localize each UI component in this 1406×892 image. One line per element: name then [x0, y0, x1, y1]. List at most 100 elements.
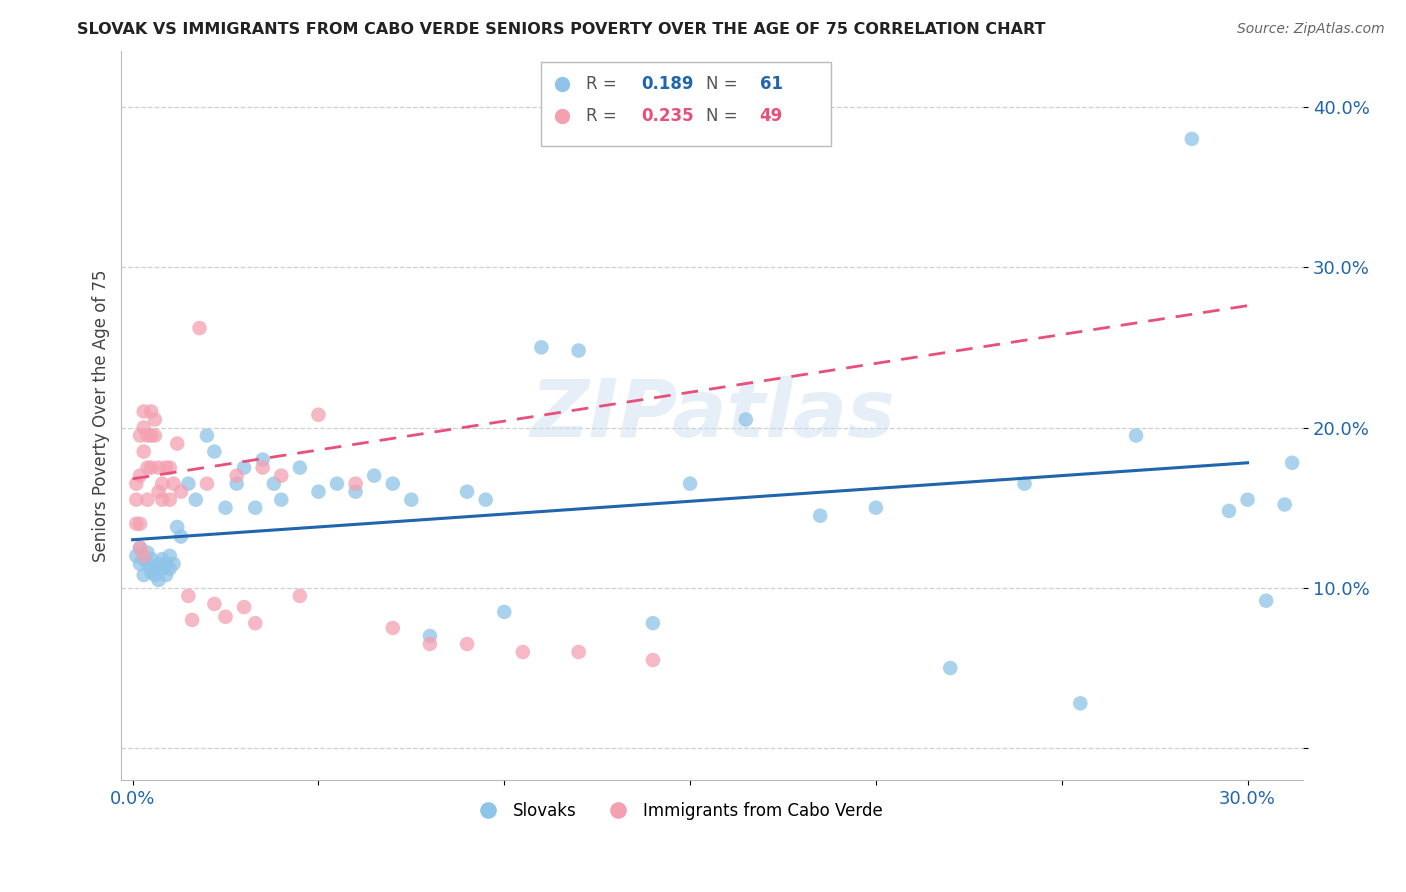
Point — [641, 653, 664, 667]
Point — [141, 404, 163, 418]
Point — [307, 408, 329, 422]
Point — [150, 476, 173, 491]
Point — [202, 597, 225, 611]
Point — [326, 476, 349, 491]
Point — [184, 492, 207, 507]
Point — [125, 516, 148, 531]
Point — [150, 492, 173, 507]
Point — [166, 520, 188, 534]
Point — [252, 460, 274, 475]
Point — [188, 321, 211, 335]
Point — [401, 492, 423, 507]
Point — [141, 428, 163, 442]
Point — [202, 444, 225, 458]
Point — [148, 573, 170, 587]
Point — [270, 468, 292, 483]
Point — [129, 468, 152, 483]
Point — [1236, 492, 1258, 507]
Point — [270, 492, 292, 507]
Point — [381, 621, 404, 635]
Point — [136, 492, 159, 507]
Point — [288, 460, 311, 475]
Point — [1281, 456, 1303, 470]
Text: 0.189: 0.189 — [641, 75, 695, 93]
Point — [143, 561, 166, 575]
Text: 49: 49 — [759, 107, 783, 126]
Point — [512, 645, 534, 659]
Text: Source: ZipAtlas.com: Source: ZipAtlas.com — [1237, 22, 1385, 37]
Point — [530, 340, 553, 354]
Point — [641, 616, 664, 631]
Point — [148, 460, 170, 475]
Point — [456, 484, 478, 499]
Text: R =: R = — [586, 107, 621, 126]
Point — [155, 557, 177, 571]
Point — [195, 428, 218, 442]
Point — [136, 546, 159, 560]
Point — [143, 428, 166, 442]
Text: SLOVAK VS IMMIGRANTS FROM CABO VERDE SENIORS POVERTY OVER THE AGE OF 75 CORRELAT: SLOVAK VS IMMIGRANTS FROM CABO VERDE SEN… — [77, 22, 1046, 37]
Point — [1274, 498, 1296, 512]
Point — [568, 645, 591, 659]
Point — [136, 428, 159, 442]
Point — [148, 484, 170, 499]
Point — [162, 557, 184, 571]
Point — [166, 436, 188, 450]
Point — [474, 492, 496, 507]
Point — [679, 476, 702, 491]
Point — [150, 552, 173, 566]
Point — [1218, 504, 1240, 518]
Point — [155, 568, 177, 582]
Point — [125, 549, 148, 563]
Point — [143, 412, 166, 426]
Point — [568, 343, 591, 358]
Point — [195, 476, 218, 491]
Point — [381, 476, 404, 491]
Point — [344, 484, 367, 499]
Point — [132, 404, 155, 418]
Point — [129, 557, 152, 571]
Point — [177, 476, 200, 491]
Legend: Slovaks, Immigrants from Cabo Verde: Slovaks, Immigrants from Cabo Verde — [464, 796, 890, 827]
Point — [159, 460, 181, 475]
Point — [419, 637, 441, 651]
Point — [225, 468, 247, 483]
Text: 0.235: 0.235 — [641, 107, 695, 126]
Point — [150, 561, 173, 575]
Point — [132, 552, 155, 566]
Point — [125, 476, 148, 491]
Point — [307, 484, 329, 499]
Point — [148, 557, 170, 571]
Point — [225, 476, 247, 491]
Point — [214, 609, 236, 624]
Point — [419, 629, 441, 643]
Text: R =: R = — [586, 75, 621, 93]
Point — [1256, 593, 1278, 607]
Point — [1014, 476, 1036, 491]
Text: 61: 61 — [759, 75, 783, 93]
Point — [132, 444, 155, 458]
Point — [344, 476, 367, 491]
Point — [252, 452, 274, 467]
Point — [1181, 132, 1204, 146]
Point — [170, 484, 193, 499]
Text: N =: N = — [706, 107, 744, 126]
Text: N =: N = — [706, 75, 744, 93]
Point — [939, 661, 962, 675]
Point — [132, 568, 155, 582]
Point — [159, 561, 181, 575]
Point — [865, 500, 887, 515]
Point — [129, 516, 152, 531]
Point — [181, 613, 204, 627]
Point — [233, 600, 256, 615]
Point — [263, 476, 285, 491]
FancyBboxPatch shape — [541, 62, 831, 145]
Point — [129, 541, 152, 555]
Y-axis label: Seniors Poverty Over the Age of 75: Seniors Poverty Over the Age of 75 — [93, 269, 110, 562]
Point — [155, 460, 177, 475]
Point — [214, 500, 236, 515]
Point — [129, 541, 152, 555]
Point — [143, 568, 166, 582]
Point — [159, 492, 181, 507]
Point — [129, 428, 152, 442]
